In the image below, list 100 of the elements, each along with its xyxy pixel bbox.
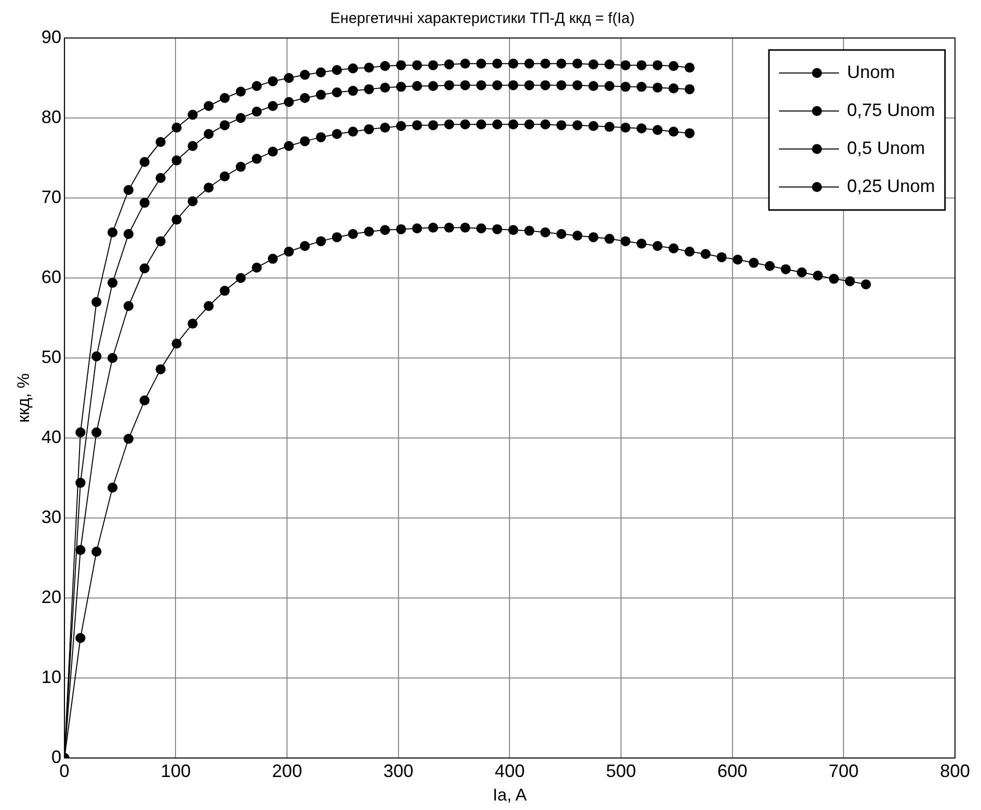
point xyxy=(348,86,358,96)
point xyxy=(572,120,582,130)
point xyxy=(91,351,102,362)
point xyxy=(108,353,118,363)
point xyxy=(540,227,550,238)
point xyxy=(620,122,630,133)
point xyxy=(412,81,422,91)
point xyxy=(732,254,743,265)
point xyxy=(684,246,695,257)
point xyxy=(860,279,871,290)
point xyxy=(236,113,246,123)
point xyxy=(428,222,438,233)
point xyxy=(476,223,486,234)
chart-title: Енергетичні характеристики ТП-Д ккд = f(Ia) xyxy=(330,10,635,28)
point xyxy=(684,62,695,73)
point xyxy=(188,141,198,151)
point xyxy=(684,84,695,94)
point xyxy=(140,263,150,274)
point xyxy=(204,129,214,139)
point xyxy=(91,427,102,438)
x-tick-label: 400 xyxy=(494,760,525,781)
point xyxy=(124,434,134,444)
point xyxy=(364,84,374,94)
point xyxy=(508,80,518,90)
point xyxy=(604,234,614,244)
point xyxy=(316,90,326,100)
y-tick-label: 90 xyxy=(41,26,62,47)
point xyxy=(460,119,470,130)
point xyxy=(268,254,278,264)
point xyxy=(380,61,390,71)
point xyxy=(268,101,278,111)
point xyxy=(75,427,86,438)
point xyxy=(796,267,807,278)
point xyxy=(75,633,86,643)
point xyxy=(636,60,647,70)
point xyxy=(652,241,663,251)
point xyxy=(172,122,182,133)
point xyxy=(556,120,566,130)
point xyxy=(748,258,759,268)
point xyxy=(252,81,262,91)
y-tick-label: 30 xyxy=(41,506,62,527)
point xyxy=(332,87,342,98)
y-tick-label: 20 xyxy=(41,586,62,607)
point xyxy=(668,61,679,71)
point xyxy=(140,395,150,406)
point xyxy=(444,119,454,130)
legend-label: 0,25 Unom xyxy=(846,176,936,196)
point xyxy=(236,162,246,172)
point xyxy=(220,171,230,182)
legend-label: 0,5 Unom xyxy=(846,138,925,158)
point xyxy=(492,119,502,130)
point xyxy=(588,232,598,242)
point xyxy=(572,58,582,69)
point xyxy=(348,63,358,74)
point xyxy=(396,82,406,92)
point xyxy=(508,225,518,235)
point xyxy=(300,136,310,146)
point xyxy=(572,80,582,90)
point xyxy=(700,249,711,259)
point xyxy=(204,182,214,193)
point xyxy=(508,119,518,130)
point xyxy=(108,278,118,288)
point xyxy=(476,58,486,69)
point xyxy=(492,80,502,90)
point xyxy=(556,80,566,90)
point xyxy=(156,236,166,246)
point xyxy=(668,243,679,254)
point xyxy=(828,274,839,284)
point xyxy=(300,93,310,103)
point xyxy=(124,185,134,195)
y-tick-label: 80 xyxy=(41,106,62,127)
point xyxy=(652,82,663,93)
point xyxy=(316,236,326,246)
point xyxy=(91,297,102,307)
point xyxy=(348,229,358,239)
point xyxy=(172,214,182,225)
point xyxy=(652,125,663,135)
point xyxy=(428,60,438,70)
point xyxy=(156,173,166,183)
point xyxy=(364,124,374,134)
point xyxy=(668,126,679,137)
point xyxy=(556,58,566,69)
x-tick-label: 700 xyxy=(828,760,859,781)
point xyxy=(252,106,262,117)
point xyxy=(284,246,294,257)
x-tick-label: 600 xyxy=(717,760,748,781)
point xyxy=(620,60,630,70)
x-tick-label: 800 xyxy=(940,760,970,781)
point xyxy=(476,119,486,130)
point xyxy=(540,58,550,69)
x-tick-label: 100 xyxy=(160,760,191,781)
point xyxy=(300,241,310,251)
y-axis-title: ккд, % xyxy=(14,373,33,423)
x-tick-label: 300 xyxy=(383,760,414,781)
legend-label: Unom xyxy=(846,62,895,82)
point xyxy=(524,119,534,130)
point xyxy=(140,198,150,208)
point xyxy=(332,65,342,75)
point xyxy=(252,154,262,164)
point xyxy=(540,119,550,130)
